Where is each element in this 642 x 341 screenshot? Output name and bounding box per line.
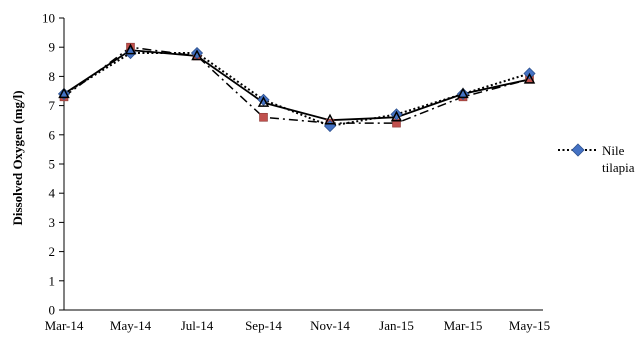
x-tick-label: Jul-14 — [181, 318, 214, 333]
y-tick-label: 0 — [49, 303, 56, 318]
legend-label-line-1: Nile — [602, 143, 625, 158]
y-tick-label: 3 — [49, 215, 56, 230]
x-tick-label: Sep-14 — [245, 318, 282, 333]
data-point-triangle — [324, 113, 336, 125]
data-point-triangle — [257, 96, 270, 107]
data-point-triangle — [457, 87, 469, 99]
legend: Nile tilapia — [558, 143, 635, 175]
y-tick-label: 8 — [49, 69, 56, 84]
y-tick-label: 4 — [49, 186, 56, 201]
y-tick-label: 7 — [49, 98, 56, 113]
series-line-triangle — [63, 49, 530, 122]
data-point-triangle — [390, 110, 403, 122]
y-tick-label: 1 — [49, 273, 56, 288]
legend-marker-diamond — [571, 143, 585, 157]
series-layer — [57, 42, 536, 133]
x-tick-label: Jan-15 — [379, 318, 414, 333]
data-point-triangle — [124, 43, 137, 55]
series-line-square — [63, 46, 530, 124]
legend-label-line-2: tilapia — [602, 160, 635, 175]
y-axis-title: Dissolved Oxygen (mg/l) — [10, 90, 25, 225]
x-tick-label: Mar-14 — [45, 318, 84, 333]
y-tick-label: 6 — [49, 127, 56, 142]
y-tick-label: 2 — [49, 244, 56, 259]
x-axis: Mar-14 May-14 Jul-14 Sep-14 Nov-14 Jan-15 Mar-… — [45, 309, 550, 333]
data-point-triangle — [58, 87, 70, 99]
x-tick-label: Mar-15 — [444, 318, 483, 333]
y-tick-label: 5 — [49, 157, 56, 172]
x-tick-label: May-14 — [110, 318, 152, 333]
y-tick-label: 9 — [49, 40, 56, 55]
data-point-triangle — [523, 72, 536, 84]
x-tick-label: May-15 — [509, 318, 550, 333]
x-tick-label: Nov-14 — [310, 318, 350, 333]
y-axis: 0 1 2 3 4 5 6 7 8 9 10 — [42, 11, 65, 318]
data-point-triangle — [191, 49, 203, 61]
series-line-diamond — [63, 52, 530, 128]
y-tick-label: 10 — [42, 11, 55, 26]
data-point-square — [259, 112, 268, 122]
